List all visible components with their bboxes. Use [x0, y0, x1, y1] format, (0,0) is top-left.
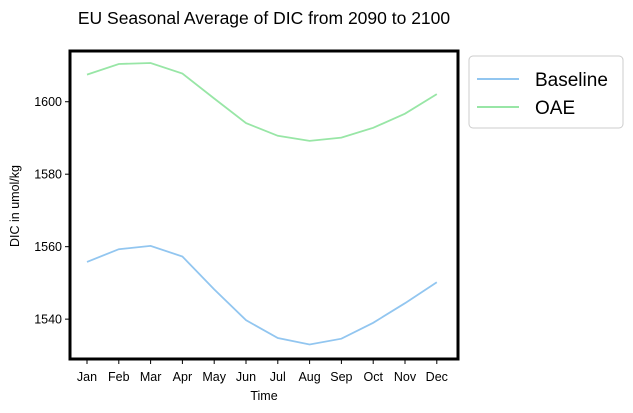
y-tick-label: 1580	[34, 168, 62, 182]
plot-area	[68, 49, 460, 361]
x-axis: Jan Feb Mar Apr May Jun Jul Aug Sep Oct Nov Dec	[77, 359, 448, 384]
x-tick-label: Mar	[140, 370, 162, 384]
chart-title: EU Seasonal Average of DIC from 2090 to …	[78, 8, 451, 28]
x-axis-label: Time	[250, 389, 277, 403]
legend-box	[468, 55, 624, 129]
x-tick-label: Aug	[298, 370, 320, 384]
y-tick-label: 1600	[34, 95, 62, 109]
legend-label-oae: OAE	[535, 98, 575, 119]
x-tick-label: May	[202, 370, 226, 384]
x-tick-label: Jul	[270, 370, 286, 384]
x-tick-label: Sep	[330, 370, 352, 384]
y-axis: 1540 1560 1580 1600	[34, 95, 70, 327]
x-tick-label: Feb	[108, 370, 130, 384]
series-line-baseline	[86, 244, 438, 346]
x-tick-label: Oct	[363, 370, 383, 384]
legend: Baseline OAE	[468, 55, 624, 129]
y-axis-label: DIC in umol/kg	[8, 165, 22, 247]
legend-label-baseline: Baseline	[535, 70, 608, 91]
x-tick-label: Jun	[236, 370, 256, 384]
x-tick-label: Nov	[394, 370, 417, 384]
series-line-oae	[86, 62, 438, 142]
y-tick-label: 1560	[34, 240, 62, 254]
x-tick-label: Jan	[77, 370, 97, 384]
y-tick-label: 1540	[34, 313, 62, 327]
plot-frame	[68, 49, 460, 361]
x-tick-label: Dec	[426, 370, 448, 384]
x-tick-label: Apr	[173, 370, 192, 384]
